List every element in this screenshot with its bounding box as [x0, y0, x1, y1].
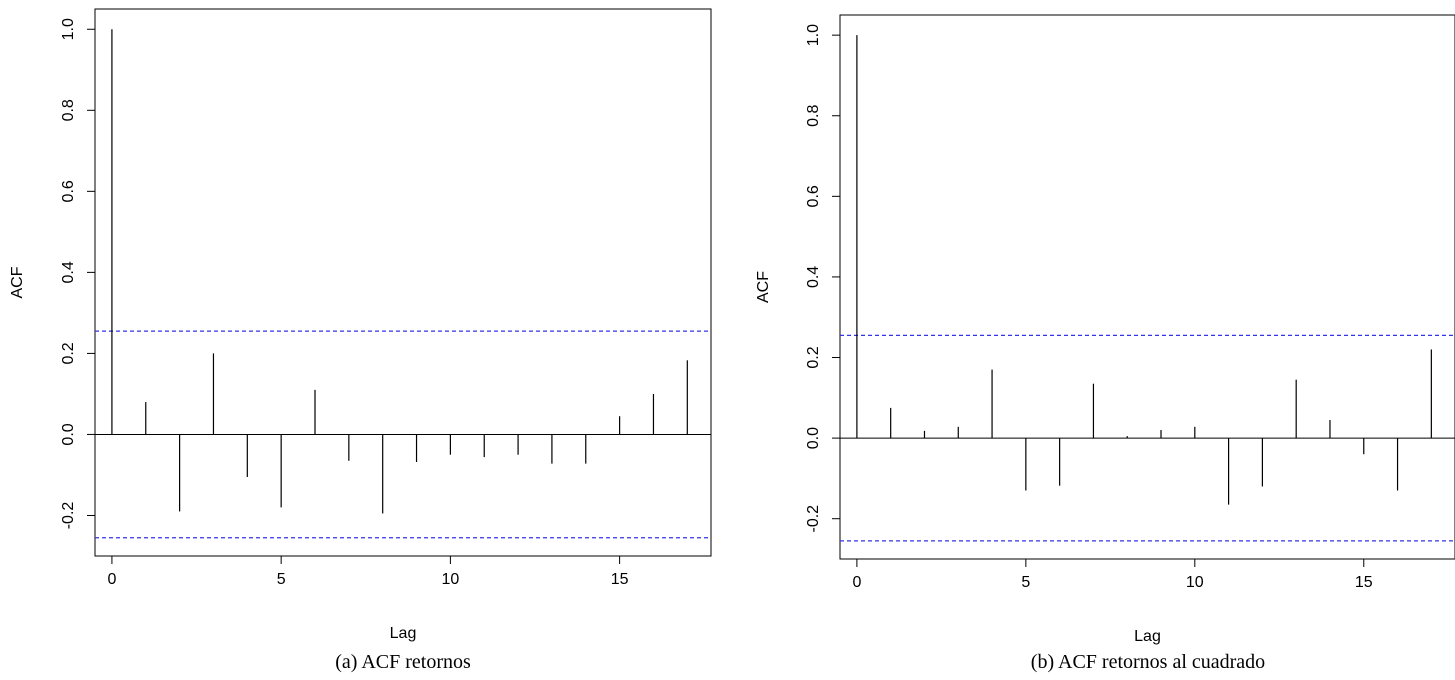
y-tick-label: 0.0	[805, 427, 822, 449]
y-tick-label: 1.0	[805, 24, 822, 46]
x-axis-label: Lag	[390, 625, 417, 642]
figure-caption: (a) ACF retornos	[335, 651, 471, 673]
y-tick-label: 0.2	[60, 342, 77, 364]
y-axis-label: ACF	[9, 266, 26, 298]
plot-frame	[94, 8, 712, 557]
x-axis-label: Lag	[1134, 628, 1161, 645]
x-tick-label: 15	[611, 571, 629, 588]
y-tick-label: -0.2	[60, 502, 77, 530]
x-tick-label: 10	[441, 571, 459, 588]
y-tick-label: 0.4	[60, 261, 77, 283]
y-tick-label: 0.0	[60, 423, 77, 445]
y-tick-label: -0.2	[805, 505, 822, 533]
x-tick-label: 15	[1355, 574, 1373, 591]
x-tick-label: 0	[107, 571, 116, 588]
figure-caption: (b) ACF retornos al cuadrado	[1031, 651, 1265, 673]
y-tick-label: 0.6	[60, 180, 77, 202]
acf-panel-retornos: 0 5 10 15 -0.2 0.0 0.2 0.4 0.6 0.8 1.0 Lag ACF (a) AC…	[9, 8, 712, 673]
y-tick-label: 0.2	[805, 346, 822, 368]
acf-panel-retornos-cuadrado: 0 5 10 15 -0.2 0.0 0.2 0.4 0.6 0.8 1.0 Lag ACF (b) AC…	[755, 14, 1455, 673]
plot-frame	[839, 14, 1455, 560]
y-tick-label: 0.4	[805, 266, 822, 288]
x-tick-label: 5	[1021, 574, 1030, 591]
y-axis-label: ACF	[755, 271, 772, 303]
x-tick-label: 5	[277, 571, 286, 588]
y-tick-label: 0.8	[805, 105, 822, 127]
x-tick-label: 10	[1186, 574, 1204, 591]
x-tick-label: 0	[852, 574, 861, 591]
y-tick-label: 0.6	[805, 185, 822, 207]
y-tick-label: 0.8	[60, 99, 77, 121]
y-tick-label: 1.0	[60, 18, 77, 40]
